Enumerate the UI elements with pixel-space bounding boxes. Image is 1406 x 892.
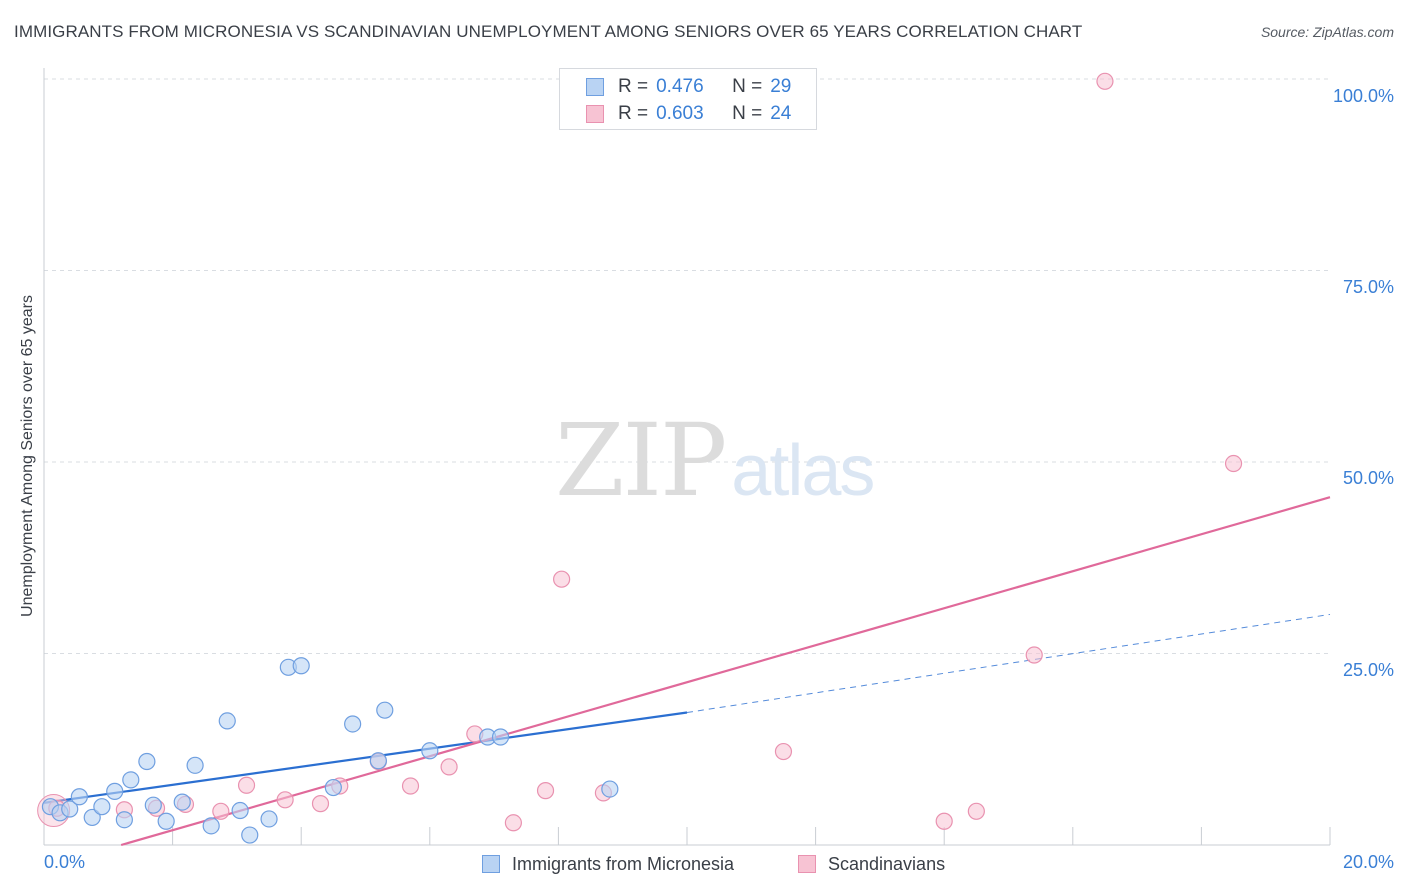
data-point-scandinavians (967, 802, 985, 820)
data-point-micronesia (324, 778, 342, 797)
axes (43, 68, 1331, 846)
data-point-micronesia (369, 752, 387, 770)
legend-n-label: N = (732, 76, 763, 97)
data-point-scandinavians (237, 776, 256, 794)
legend-row-micronesia: R = 0.476 N = 29 (586, 75, 791, 99)
series-legend-label: Scandinavians (828, 853, 946, 874)
data-point-scandinavians (774, 742, 793, 761)
data-point-micronesia (202, 817, 220, 835)
y-tick-label: 100.0% (1332, 86, 1394, 106)
series-legend-label: Immigrants from Micronesia (512, 853, 735, 874)
data-point-scandinavians (440, 758, 458, 776)
data-point-micronesia (61, 800, 79, 818)
data-point-scandinavians (935, 812, 953, 830)
data-point-micronesia (491, 728, 510, 746)
data-point-micronesia (218, 712, 236, 730)
grid-lines (44, 78, 1330, 654)
data-point-scandinavians (401, 777, 420, 795)
legend-r-value: 0.476 (656, 76, 704, 97)
data-point-micronesia (344, 715, 362, 733)
data-point-micronesia (144, 796, 162, 814)
data-point-micronesia (241, 826, 259, 844)
legend-r-label: R = (618, 76, 649, 97)
correlation-legend: R = 0.476 N = 29 R = 0.603 N = 24 (559, 68, 817, 130)
data-point-micronesia (115, 811, 133, 829)
source-note: Source: ZipAtlas.com (1260, 24, 1394, 40)
data-point-micronesia (231, 801, 249, 820)
legend-swatch-blue (586, 78, 604, 96)
data-point-micronesia (376, 701, 394, 719)
data-point-scandinavians (311, 795, 330, 813)
trend-line-scandinavians (120, 496, 1331, 847)
legend-swatch-blue (482, 855, 500, 873)
series-legend-scandinavians: Scandinavians (798, 852, 945, 876)
data-point-micronesia (93, 798, 111, 816)
y-tick-label: 50.0% (1342, 468, 1394, 488)
watermark-atlas: atlas (731, 431, 875, 511)
legend-n-value: 29 (770, 76, 792, 97)
data-point-micronesia (292, 657, 310, 675)
data-point-scandinavians (1096, 72, 1114, 90)
y-axis-label: Unemployment Among Seniors over 65 years (19, 295, 36, 617)
legend-n-value: 24 (770, 103, 792, 124)
data-point-scandinavians (276, 791, 294, 809)
data-point-micronesia (157, 812, 175, 830)
data-point-micronesia (186, 756, 204, 774)
data-point-micronesia (122, 771, 140, 789)
data-point-micronesia (106, 782, 124, 800)
trend-line-micronesia (43, 711, 688, 804)
watermark-zip: ZIP (555, 402, 727, 519)
legend-swatch-pink (586, 105, 604, 123)
chart-title: IMMIGRANTS FROM MICRONESIA VS SCANDINAVI… (14, 22, 1083, 41)
data-points (37, 72, 1243, 844)
data-point-micronesia (83, 808, 101, 827)
series-legend-micronesia: Immigrants from Micronesia (482, 852, 734, 876)
data-point-micronesia (70, 788, 88, 806)
data-point-scandinavians (212, 802, 230, 820)
legend-swatch-pink (798, 855, 816, 873)
y-tick-label: 75.0% (1342, 277, 1394, 297)
y-tick-label: 25.0% (1342, 660, 1394, 680)
data-point-scandinavians (553, 570, 571, 588)
data-point-scandinavians (536, 782, 555, 800)
watermark: ZIPatlas (555, 402, 875, 519)
data-point-scandinavians (1224, 454, 1243, 473)
x-tick-label: 0.0% (44, 852, 86, 872)
data-point-scandinavians (1025, 646, 1043, 664)
legend-row-scandinavians: R = 0.603 N = 24 (586, 102, 791, 126)
data-point-micronesia (421, 742, 439, 760)
data-point-micronesia (173, 793, 191, 811)
data-point-micronesia (138, 752, 156, 771)
legend-r-label: R = (618, 103, 649, 124)
trend-lines (43, 496, 1331, 847)
trend-line-micronesia-extension (686, 613, 1331, 713)
data-point-micronesia (260, 810, 278, 828)
data-point-micronesia (601, 780, 619, 798)
x-tick-label: 20.0% (1342, 852, 1394, 872)
legend-n-label: N = (732, 103, 763, 124)
legend-r-value: 0.603 (656, 103, 704, 124)
data-point-scandinavians (504, 814, 522, 832)
